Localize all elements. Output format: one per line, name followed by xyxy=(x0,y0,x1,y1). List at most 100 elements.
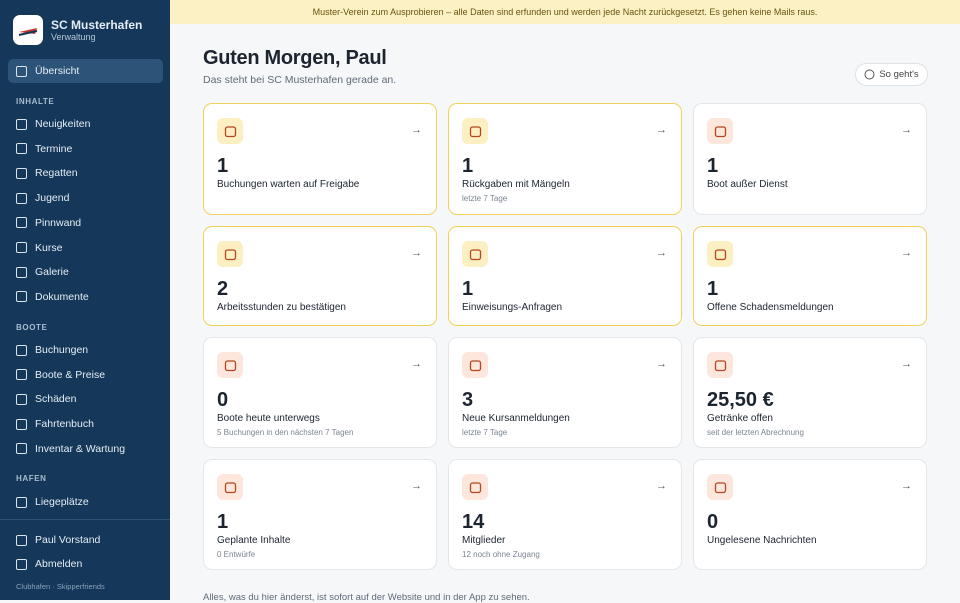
card-icon xyxy=(462,118,488,144)
stat-card[interactable]: → 1 Geplante Inhalte 0 Entwürfe xyxy=(203,459,437,570)
icon-glyph xyxy=(714,248,726,260)
card-arrow: → xyxy=(656,480,667,492)
card-arrow: → xyxy=(901,247,912,259)
card-label: Geplante Inhalte xyxy=(217,535,291,546)
card-label: Ungelesene Nachrichten xyxy=(707,535,817,546)
main: Muster-Verein zum Ausprobieren – alle Da… xyxy=(170,0,960,603)
nav-label: Dokumente xyxy=(35,290,89,303)
nav-item[interactable]: Termine xyxy=(8,137,163,161)
card-icon xyxy=(462,352,488,378)
nav-icon xyxy=(16,558,27,570)
card-label: Einweisungs-Anfragen xyxy=(462,302,563,313)
card-value: 1 xyxy=(217,511,229,533)
card-value: 1 xyxy=(462,155,474,177)
separator xyxy=(0,519,170,520)
stat-card[interactable]: → 2 Arbeitsstunden zu bestätigen xyxy=(203,226,437,326)
nav-label: Termine xyxy=(35,142,73,155)
nav-item[interactable]: Pinnwand xyxy=(8,211,163,235)
logout-label: Abmelden xyxy=(35,558,83,570)
nav-icon xyxy=(16,344,27,356)
icon-glyph xyxy=(469,359,481,371)
card-arrow: → xyxy=(656,124,667,136)
footer-note: Alles, was du hier änderst, ist sofort a… xyxy=(203,592,530,603)
card-arrow: → xyxy=(901,124,912,136)
brand-name: SC Musterhafen xyxy=(51,18,143,32)
card-arrow: → xyxy=(411,358,422,370)
sidebar-footer: Clubhafen · Skipperfriends xyxy=(16,582,105,591)
nav-icon xyxy=(16,65,27,77)
stat-card[interactable]: → 1 Offene Schadensmeldungen xyxy=(693,226,927,326)
card-arrow: → xyxy=(411,124,422,136)
card-label: Arbeitsstunden zu bestätigen xyxy=(217,302,346,313)
stat-card[interactable]: → 0 Boote heute unterwegs 5 Buchungen in de… xyxy=(203,337,437,448)
nav-icon xyxy=(16,496,27,508)
nav-item[interactable]: Liegeplätze xyxy=(8,490,163,514)
card-value: 14 xyxy=(462,511,485,533)
stat-card[interactable]: → 14 Mitglieder 12 noch ohne Zugang xyxy=(448,459,682,570)
nav-item[interactable]: Kurse xyxy=(8,236,163,260)
stat-card[interactable]: → 1 Boot außer Dienst xyxy=(693,103,927,215)
icon-glyph xyxy=(469,248,481,260)
banner: Muster-Verein zum Ausprobieren – alle Da… xyxy=(170,0,960,24)
brand[interactable]: SC Musterhafen Verwaltung xyxy=(13,15,142,45)
page-subtitle: Das steht bei SC Musterhafen gerade an. xyxy=(203,74,397,86)
nav-label: Kurse xyxy=(35,241,63,254)
card-label: Getränke offen xyxy=(707,413,773,424)
card-note: 12 noch ohne Zugang xyxy=(462,550,540,559)
nav-icon xyxy=(16,143,27,155)
nav-item[interactable]: Jugend xyxy=(8,186,163,210)
stat-card[interactable]: → 1 Rückgaben mit Mängeln letzte 7 Tage xyxy=(448,103,682,215)
nav-label: Pinnwand xyxy=(35,216,82,229)
icon-glyph xyxy=(469,125,481,137)
card-icon xyxy=(707,352,733,378)
nav-item[interactable]: Regatten xyxy=(8,161,163,185)
stat-card[interactable]: → 1 Einweisungs-Anfragen xyxy=(448,226,682,326)
nav-icon xyxy=(16,217,27,229)
nav-icon xyxy=(16,443,27,455)
stat-card[interactable]: → 1 Buchungen warten auf Freigabe xyxy=(203,103,437,215)
nav-item[interactable]: Neuigkeiten xyxy=(8,112,163,136)
card-note: 0 Entwürfe xyxy=(217,550,256,559)
nav-label: Boote & Preise xyxy=(35,368,106,381)
nav-item[interactable]: Buchungen xyxy=(8,338,163,362)
icon-glyph xyxy=(224,481,236,493)
nav-icon xyxy=(16,291,27,303)
nav-item[interactable]: Dokumente xyxy=(8,285,163,309)
card-label: Buchungen warten auf Freigabe xyxy=(217,179,360,190)
card-value: 0 xyxy=(707,511,719,533)
card-label: Offene Schadensmeldungen xyxy=(707,302,834,313)
card-icon xyxy=(217,241,243,267)
stat-card[interactable]: → 25,50 € Getränke offen seit der letzten A… xyxy=(693,337,927,448)
nav-label: Liegeplätze xyxy=(35,496,89,508)
brand-subtitle: Verwaltung xyxy=(51,32,96,42)
card-grid: → 1 Buchungen warten auf Freigabe → 1 Rückgab… xyxy=(203,103,928,570)
user[interactable]: Paul Vorstand xyxy=(8,528,163,552)
nav-item[interactable]: Galerie xyxy=(8,260,163,284)
card-icon xyxy=(707,118,733,144)
card-label: Boot außer Dienst xyxy=(707,179,788,190)
icon-glyph xyxy=(714,359,726,371)
card-icon xyxy=(707,474,733,500)
icon-glyph xyxy=(224,248,236,260)
help-button[interactable]: So geht's xyxy=(855,63,928,86)
stat-card[interactable]: → 3 Neue Kursanmeldungen letzte 7 Tage xyxy=(448,337,682,448)
card-label: Mitglieder xyxy=(462,535,506,546)
nav-item[interactable]: Schäden xyxy=(8,387,163,411)
card-label: Rückgaben mit Mängeln xyxy=(462,179,570,190)
card-label: Neue Kursanmeldungen xyxy=(462,413,570,424)
nav-item[interactable]: Boote & Preise xyxy=(8,363,163,387)
nav-item[interactable]: Inventar & Wartung xyxy=(8,437,163,461)
nav-icon xyxy=(16,534,27,546)
card-value: 1 xyxy=(217,155,229,177)
nav-item[interactable]: Fahrtenbuch xyxy=(8,412,163,436)
nav-item-active[interactable]: Übersicht xyxy=(8,59,163,83)
help-icon xyxy=(864,69,875,80)
stat-card[interactable]: → 0 Ungelesene Nachrichten xyxy=(693,459,927,570)
logo-icon xyxy=(18,28,38,36)
nav-icon xyxy=(16,242,27,253)
card-icon xyxy=(217,352,243,378)
nav-icon xyxy=(16,393,27,405)
logout[interactable]: Abmelden xyxy=(8,552,163,576)
nav-label: Buchungen xyxy=(35,344,89,356)
